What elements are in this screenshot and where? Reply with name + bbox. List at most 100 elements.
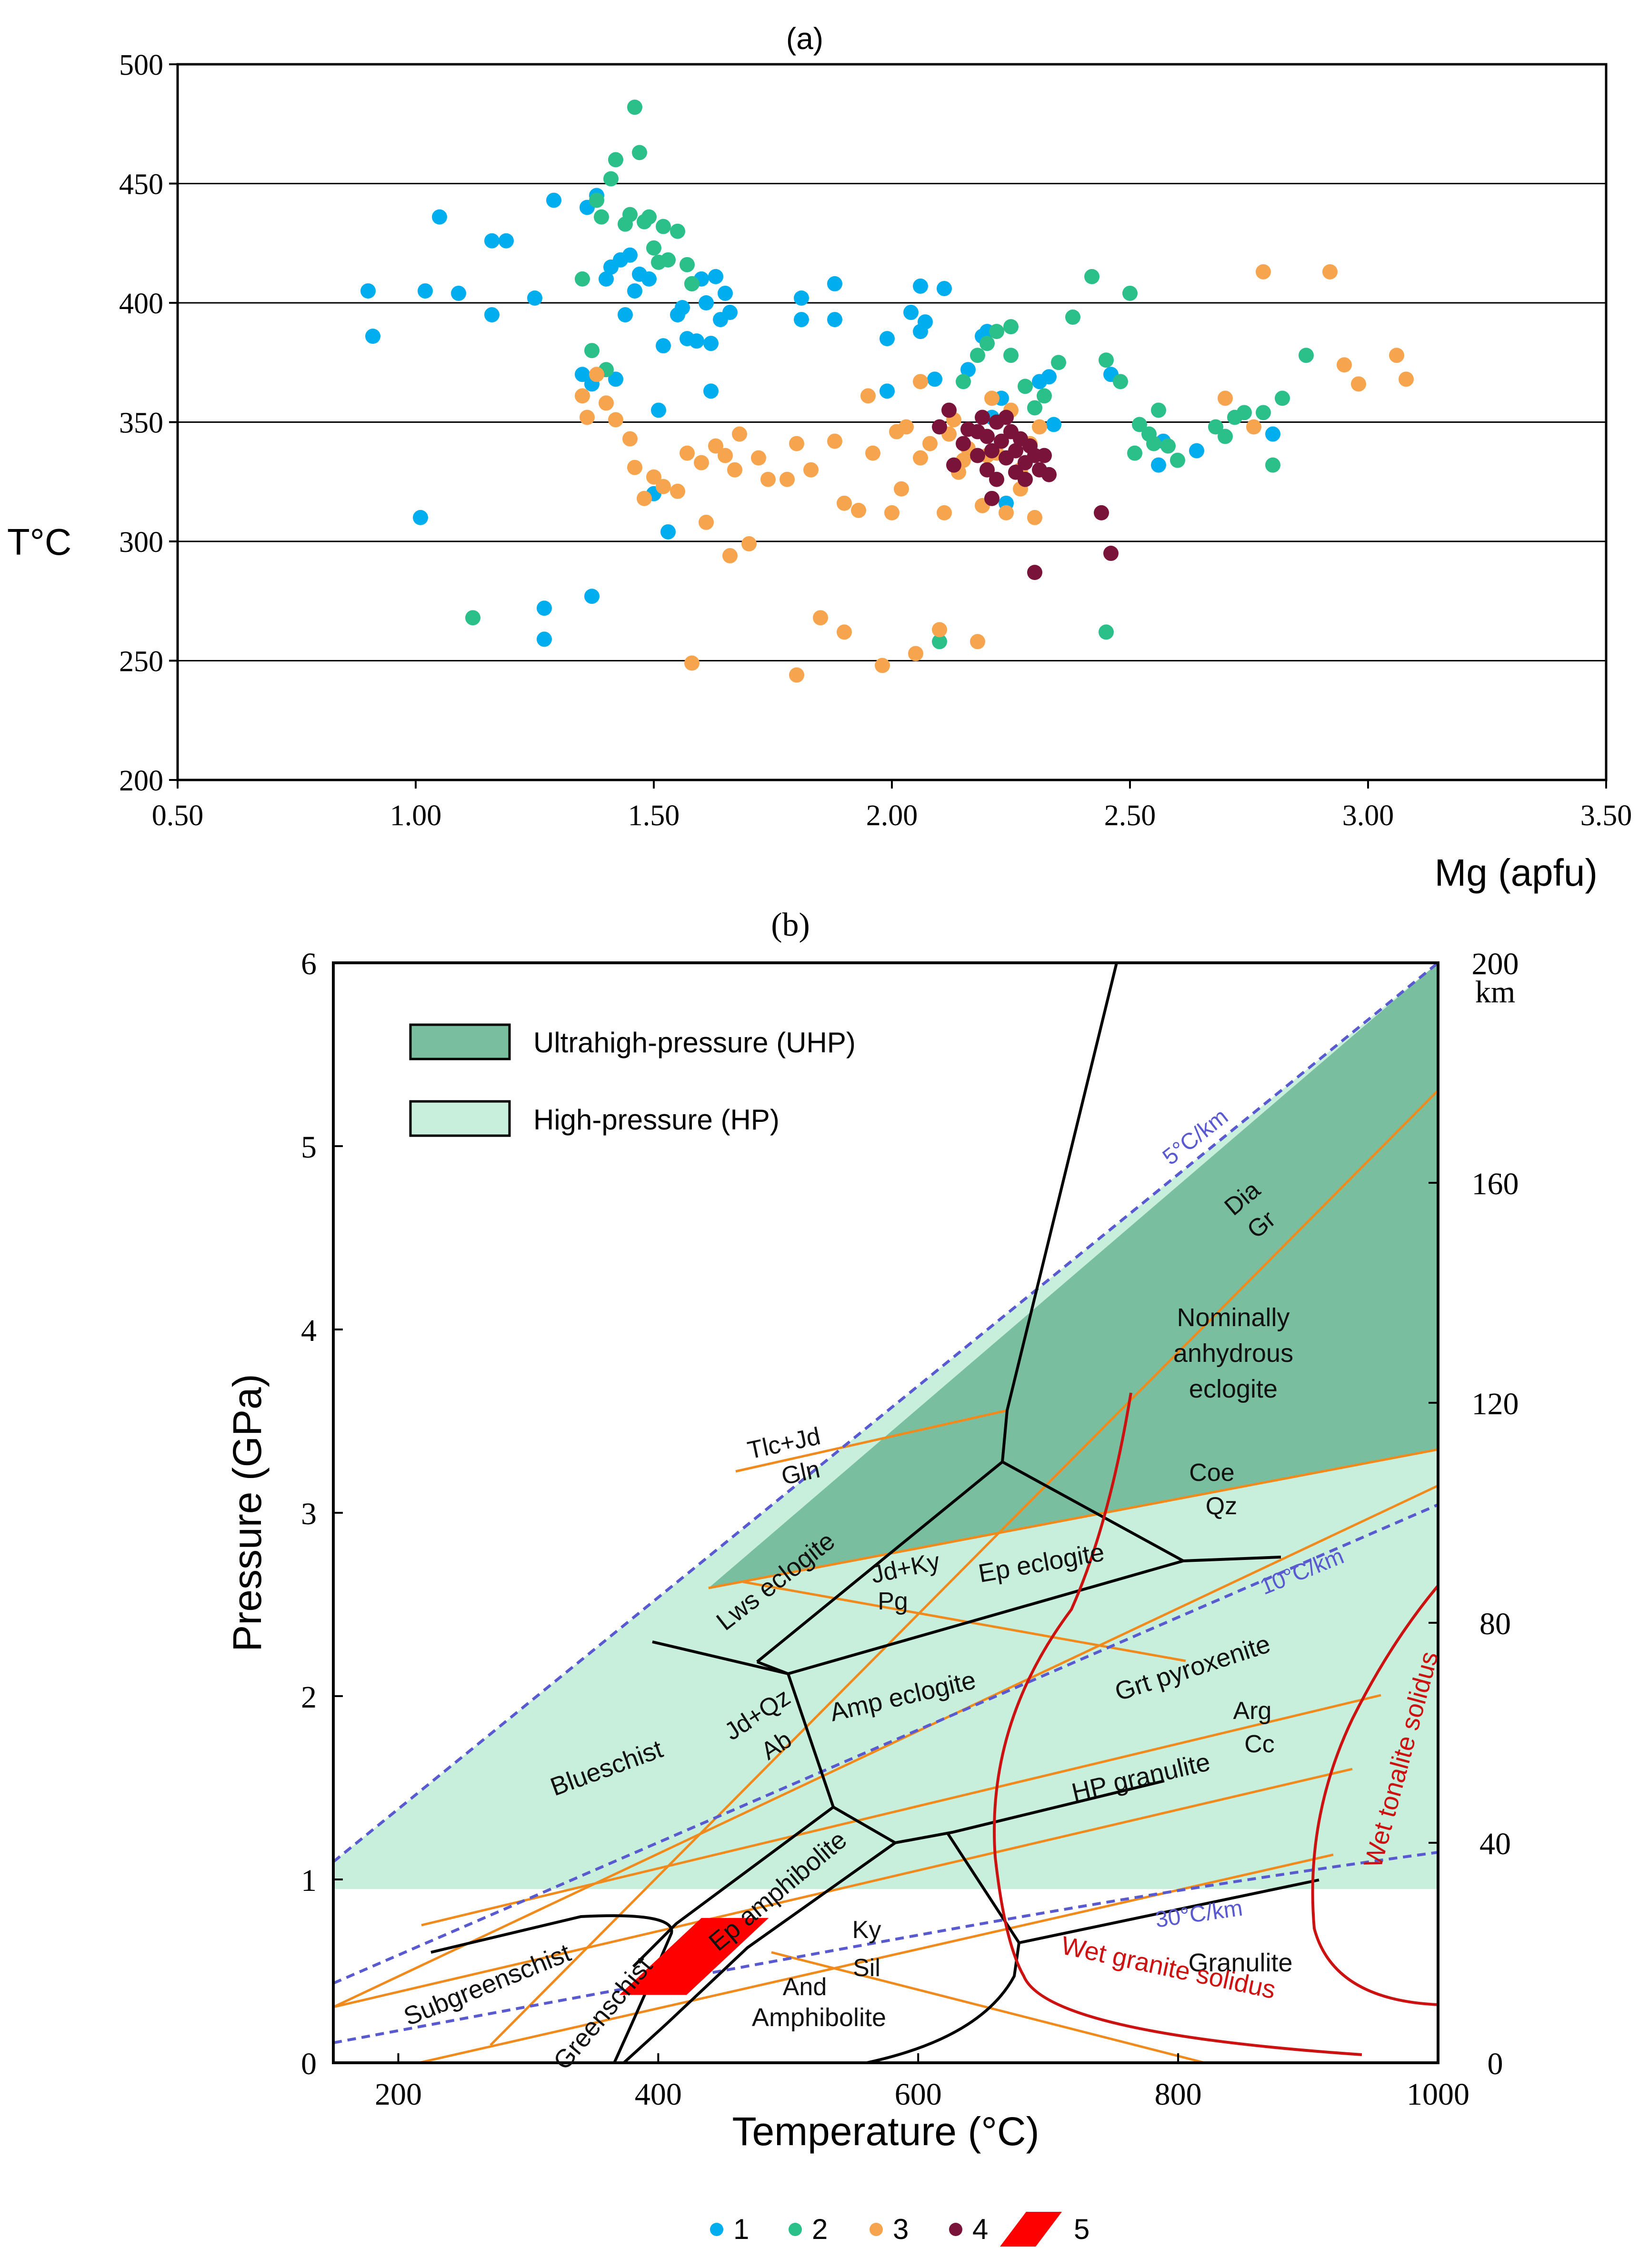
panel-a-y-tick-label: 300 — [119, 526, 163, 559]
series-3-point — [680, 445, 695, 461]
series-2-point — [1113, 374, 1128, 390]
series-4-point — [1008, 443, 1023, 459]
facies-label-eclogite: eclogite — [1189, 1375, 1278, 1403]
series-3-point — [922, 436, 938, 451]
series-3-point — [851, 502, 866, 518]
series-1-point — [656, 338, 671, 354]
series-4-point — [999, 410, 1014, 425]
series-1-point — [660, 524, 676, 540]
temperature-tick-label: 600 — [895, 2077, 942, 2112]
series-3-point — [622, 431, 638, 447]
series-4-point — [1103, 546, 1119, 561]
series-3-point — [589, 367, 604, 382]
facies-label-nominally: Nominally — [1177, 1303, 1289, 1332]
series-1-point — [703, 383, 719, 399]
reaction-label-sil: Sil — [853, 1954, 880, 1982]
series-2-point — [1208, 419, 1223, 435]
legend-marker-1 — [710, 2223, 723, 2236]
series-4-point — [989, 471, 1004, 487]
series-1-point — [722, 305, 738, 320]
series-2-point — [1146, 436, 1161, 451]
legend-marker-5 — [1000, 2212, 1062, 2247]
sample-pt-field — [619, 1918, 769, 1995]
series-2-point — [608, 152, 623, 168]
series-3-point — [1246, 419, 1261, 435]
pressure-tick-label: 6 — [301, 947, 317, 981]
series-1-point — [879, 383, 895, 399]
series-3-point — [718, 448, 733, 463]
series-2-point — [1218, 429, 1233, 444]
reaction-label-pg: Pg — [878, 1588, 908, 1615]
dia-gr-reaction-line — [490, 1089, 1438, 2046]
series-2-point — [684, 276, 700, 291]
series-2-point — [1003, 348, 1019, 363]
panel-a-x-tick-label: 3.50 — [1580, 799, 1632, 832]
series-2-point — [932, 634, 947, 649]
series-3-point — [789, 436, 804, 451]
series-4-point — [994, 433, 1009, 449]
series-1-point — [927, 371, 942, 387]
gradient-30-line — [333, 1851, 1438, 2044]
wet-granite-solidus-line — [993, 1392, 1362, 2056]
series-2-point — [970, 348, 985, 363]
series-2-point — [575, 271, 590, 287]
reaction-label-coe: Coe — [1189, 1459, 1234, 1487]
tlc-jd-gln-reaction-line — [735, 1409, 1008, 1473]
panel-b-temperature-ticks: 200 400 600 800 1000 — [375, 2053, 1469, 2112]
series-1-point — [794, 312, 809, 328]
panel-a-x-tick-label: 0.50 — [152, 799, 204, 832]
panel-a-y-tick-label: 250 — [119, 646, 163, 678]
hp-legend-label: High-pressure (HP) — [533, 1104, 780, 1136]
pressure-tick-label: 0 — [301, 2047, 317, 2081]
coe-qz-reaction-line — [708, 1448, 1438, 1589]
panel-a-y-ticks: 200 250 300 350 400 450 500 — [119, 49, 178, 797]
series-2-point — [594, 209, 609, 225]
arg-cc-reaction-line — [333, 1768, 1353, 2008]
series-3-point — [1027, 510, 1042, 525]
series-2-point — [1099, 352, 1114, 368]
panel-b-depth-ticks: 0 40 80 120 160 200 — [1429, 947, 1519, 2081]
reaction-label-qz: Qz — [1206, 1492, 1237, 1520]
depth-tick-label: 40 — [1479, 1827, 1511, 1861]
series-4-point — [1027, 565, 1042, 580]
series-2-point — [979, 336, 995, 351]
series-2-point — [989, 324, 1004, 340]
series-1-point — [484, 233, 500, 249]
series-1-point — [1189, 443, 1204, 459]
panel-b-phase-diagram: (b) — [225, 907, 1519, 2154]
depth-unit-label: km — [1475, 975, 1515, 1009]
series-2-point — [1037, 388, 1052, 404]
series-3-point — [646, 469, 661, 485]
series-3-point — [1256, 264, 1271, 280]
series-2-point — [956, 374, 971, 390]
series-1-point — [546, 192, 561, 208]
series-1-point — [365, 329, 380, 344]
series-3-point — [837, 495, 852, 511]
panel-a-y-tick-label: 450 — [119, 169, 163, 201]
depth-tick-label: 80 — [1479, 1607, 1511, 1641]
panel-a-x-tick-label: 3.00 — [1342, 799, 1394, 832]
panel-a-y-tick-label: 350 — [119, 407, 163, 440]
reaction-label-cc: Cc — [1244, 1730, 1275, 1758]
series-2-point — [656, 219, 671, 234]
series-2-point — [680, 257, 695, 272]
series-1-point — [608, 371, 623, 387]
series-1-point — [794, 290, 809, 306]
panel-b-y-axis-label: Pressure (GPa) — [225, 1374, 270, 1652]
series-3-point — [884, 505, 899, 520]
boundary-greenschist-top — [632, 1806, 834, 1968]
series-2-point — [1065, 310, 1080, 325]
series-1-point — [699, 295, 714, 310]
series-1-point — [418, 283, 433, 299]
series-3-point — [860, 388, 876, 404]
series-3-point — [827, 433, 842, 449]
depth-tick-label: 200 — [1472, 947, 1519, 981]
boundary-ep-amphibolite — [622, 1841, 896, 2063]
temperature-tick-label: 200 — [375, 2077, 422, 2112]
series-3-point — [913, 374, 928, 390]
series-1-point — [827, 276, 842, 291]
boundary-granulite-top — [1019, 1878, 1319, 1944]
series-1-point — [499, 233, 514, 249]
wet-tonalite-solidus-line — [1311, 1585, 1438, 2006]
